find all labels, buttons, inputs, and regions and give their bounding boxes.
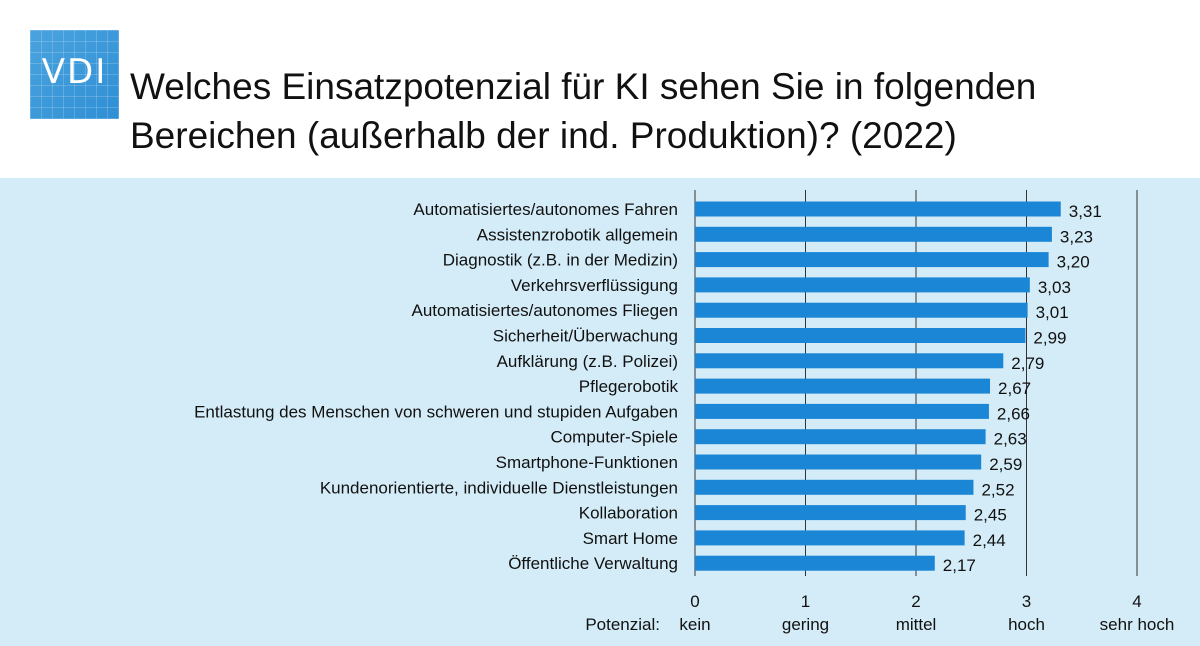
value-label-4: 3,01 — [1036, 303, 1069, 322]
category-label-12: Kollaboration — [579, 504, 678, 523]
category-label-0: Automatisiertes/autonomes Fahren — [413, 200, 678, 219]
category-label-10: Smartphone-Funktionen — [496, 453, 678, 472]
value-label-10: 2,59 — [989, 455, 1022, 474]
bar-7 — [695, 378, 991, 394]
value-label-14: 2,17 — [943, 556, 976, 575]
bar-5 — [695, 328, 1026, 343]
x-tick-label-4: 4 — [1132, 592, 1141, 611]
page-title: Welches Einsatzpotenzial für KI sehen Si… — [130, 62, 1180, 160]
bar-6 — [695, 353, 1004, 369]
value-label-5: 2,99 — [1033, 329, 1066, 348]
category-label-2: Diagnostik (z.B. in der Medizin) — [443, 251, 678, 270]
value-label-9: 2,63 — [994, 430, 1027, 449]
value-label-11: 2,52 — [981, 480, 1014, 499]
category-label-1: Assistenzrobotik allgemein — [477, 225, 678, 244]
category-label-14: Öffentliche Verwaltung — [508, 554, 678, 573]
value-label-8: 2,66 — [997, 404, 1030, 423]
title-line-2: Bereichen (außerhalb der ind. Produktion… — [130, 115, 957, 156]
value-label-12: 2,45 — [974, 506, 1007, 525]
bar-1 — [695, 226, 1052, 242]
x-tick-sublabel-2: mittel — [896, 615, 937, 634]
bar-10 — [695, 454, 982, 470]
x-tick-sublabel-0: kein — [679, 615, 710, 634]
bar-12 — [695, 505, 966, 521]
value-label-6: 2,79 — [1011, 354, 1044, 373]
value-label-0: 3,31 — [1069, 202, 1102, 221]
x-tick-label-2: 2 — [911, 592, 920, 611]
x-tick-sublabel-1: gering — [782, 615, 829, 634]
value-label-3: 3,03 — [1038, 278, 1071, 297]
category-label-9: Computer-Spiele — [550, 428, 678, 447]
category-label-6: Aufklärung (z.B. Polizei) — [497, 352, 678, 371]
category-label-3: Verkehrsverflüssigung — [511, 276, 678, 295]
bar-13 — [695, 530, 965, 546]
header: VDI Welches Einsatzpotenzial für KI sehe… — [0, 0, 1200, 178]
bar-3 — [695, 277, 1030, 293]
category-label-7: Pflegerobotik — [579, 377, 679, 396]
category-label-8: Entlastung des Menschen von schweren und… — [194, 402, 678, 421]
bar-2 — [695, 252, 1049, 268]
x-tick-label-3: 3 — [1022, 592, 1031, 611]
value-label-1: 3,23 — [1060, 227, 1093, 246]
bar-8 — [695, 403, 989, 419]
value-label-2: 3,20 — [1057, 253, 1090, 272]
chart-area: Automatisiertes/autonomes Fahren 3,31 Assi… — [0, 178, 1200, 646]
x-tick-sublabel-4: sehr hoch — [1100, 615, 1175, 634]
logo-pattern — [30, 30, 119, 119]
category-label-13: Smart Home — [583, 529, 678, 548]
x-tick-sublabel-3: hoch — [1008, 615, 1045, 634]
bar-11 — [695, 479, 974, 495]
value-label-13: 2,44 — [973, 531, 1006, 550]
value-label-7: 2,67 — [998, 379, 1031, 398]
logo-text: VDI — [41, 52, 108, 92]
bar-chart: Automatisiertes/autonomes Fahren 3,31 Assi… — [194, 190, 1175, 634]
title-line-1: Welches Einsatzpotenzial für KI sehen Si… — [130, 66, 1037, 107]
category-label-11: Kundenorientierte, individuelle Dienstle… — [320, 478, 678, 497]
bar-14 — [695, 555, 935, 571]
bar-9 — [695, 429, 986, 445]
x-tick-label-0: 0 — [690, 592, 699, 611]
x-tick-label-1: 1 — [801, 592, 810, 611]
bar-0 — [695, 201, 1061, 217]
category-label-4: Automatisiertes/autonomes Fliegen — [412, 301, 678, 320]
vdi-logo: VDI — [30, 30, 119, 119]
x-axis-label: Potenzial: — [585, 615, 660, 634]
bar-4 — [695, 302, 1028, 318]
category-label-5: Sicherheit/Überwachung — [493, 327, 678, 346]
